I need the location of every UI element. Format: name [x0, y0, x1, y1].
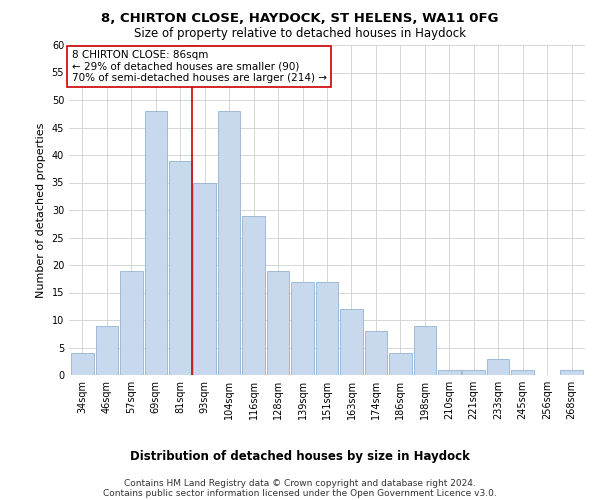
- Text: 8, CHIRTON CLOSE, HAYDOCK, ST HELENS, WA11 0FG: 8, CHIRTON CLOSE, HAYDOCK, ST HELENS, WA…: [101, 12, 499, 26]
- Text: Contains public sector information licensed under the Open Government Licence v3: Contains public sector information licen…: [103, 489, 497, 498]
- Bar: [487, 358, 509, 375]
- Bar: [438, 370, 461, 375]
- Bar: [389, 353, 412, 375]
- Text: 8 CHIRTON CLOSE: 86sqm
← 29% of detached houses are smaller (90)
70% of semi-det: 8 CHIRTON CLOSE: 86sqm ← 29% of detached…: [71, 50, 326, 83]
- Bar: [218, 111, 241, 375]
- Bar: [120, 270, 143, 375]
- Bar: [413, 326, 436, 375]
- Bar: [242, 216, 265, 375]
- Bar: [511, 370, 534, 375]
- Y-axis label: Number of detached properties: Number of detached properties: [36, 122, 46, 298]
- Bar: [463, 370, 485, 375]
- Bar: [291, 282, 314, 375]
- Bar: [267, 270, 289, 375]
- Text: Size of property relative to detached houses in Haydock: Size of property relative to detached ho…: [134, 28, 466, 40]
- Bar: [316, 282, 338, 375]
- Text: Distribution of detached houses by size in Haydock: Distribution of detached houses by size …: [130, 450, 470, 463]
- Bar: [71, 353, 94, 375]
- Bar: [169, 160, 191, 375]
- Bar: [340, 309, 363, 375]
- Text: Contains HM Land Registry data © Crown copyright and database right 2024.: Contains HM Land Registry data © Crown c…: [124, 479, 476, 488]
- Bar: [365, 331, 387, 375]
- Bar: [145, 111, 167, 375]
- Bar: [193, 182, 216, 375]
- Bar: [560, 370, 583, 375]
- Bar: [95, 326, 118, 375]
